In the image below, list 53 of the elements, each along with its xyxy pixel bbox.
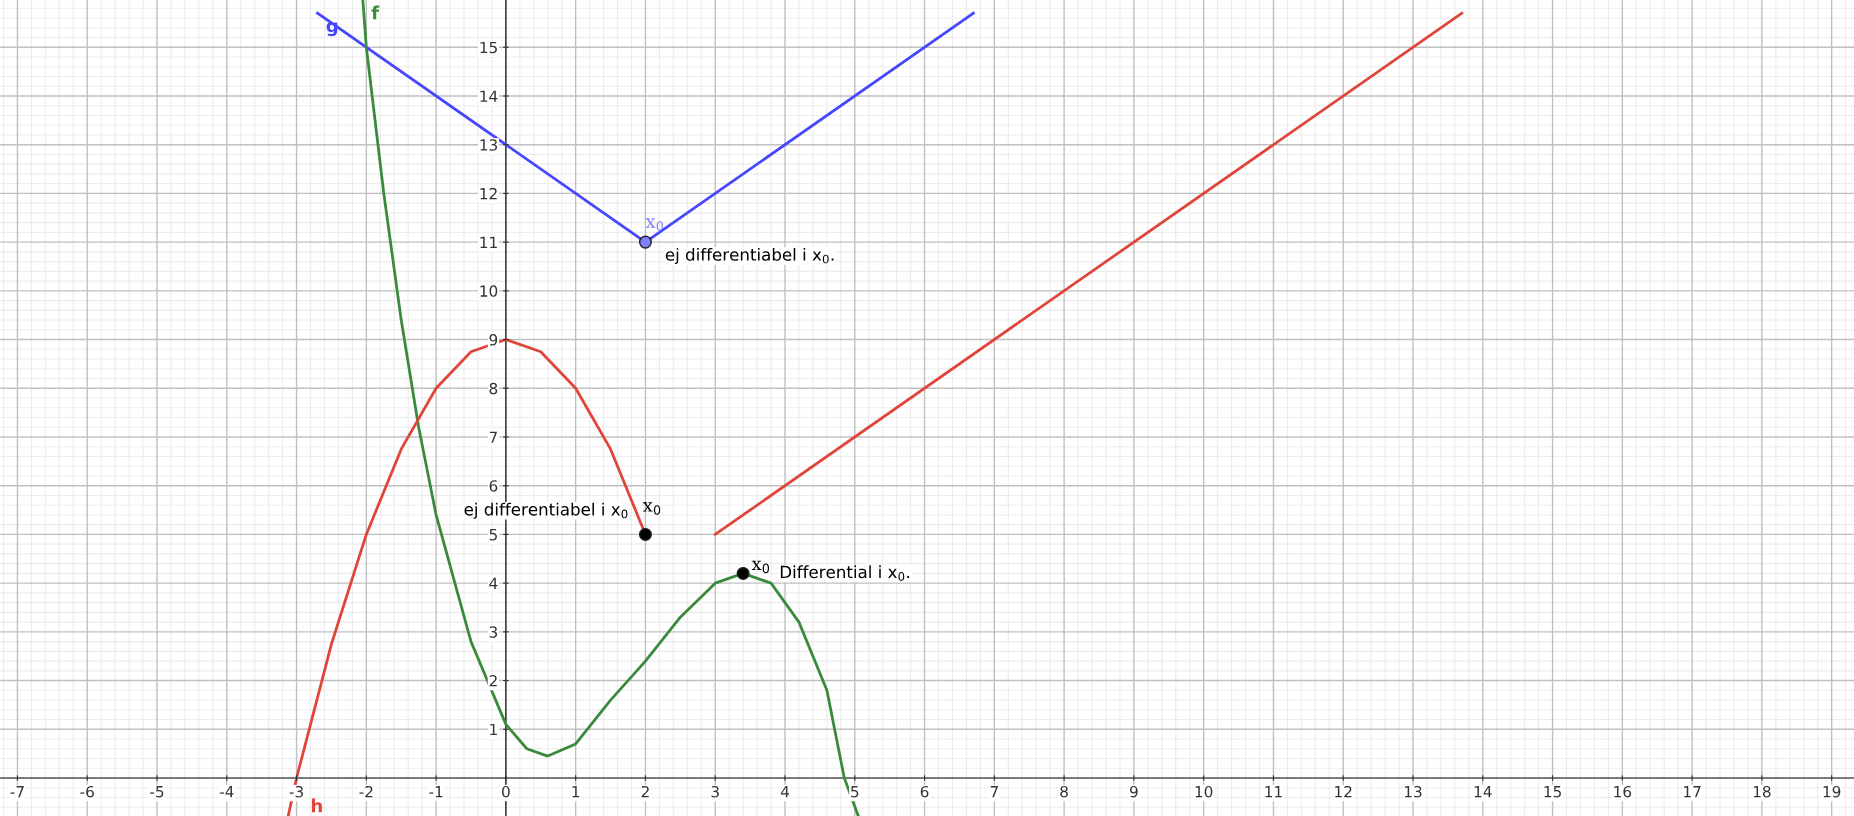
y-tick-label: 13: [480, 139, 498, 151]
y-tick-label: 2: [489, 675, 497, 687]
x-tick-label: 0: [502, 785, 510, 798]
x-tick-label: 6: [920, 785, 929, 798]
y-tick-label: 8: [489, 382, 498, 395]
x-tick-label: 16: [1614, 785, 1632, 798]
point: [638, 235, 652, 249]
annotation: x$_{0}$: [645, 218, 663, 231]
annotation: x$_{0}$: [751, 560, 770, 574]
y-tick-label: 4: [489, 577, 498, 589]
x-tick-label: 12: [1335, 785, 1352, 798]
series-label: h: [311, 798, 322, 813]
y-tick-label: 14: [480, 90, 498, 102]
annotation: Differential i x$_{0}$.: [780, 565, 910, 581]
x-tick-label: 11: [1265, 786, 1282, 798]
y-tick-label: 6: [489, 480, 498, 492]
point: [736, 566, 750, 580]
y-tick-label: 10: [480, 285, 498, 297]
x-tick-label: 19: [1823, 785, 1841, 798]
x-tick-label: -6: [80, 785, 94, 798]
annotation: x$_{0}$: [642, 502, 661, 515]
x-tick-label: 10: [1195, 785, 1213, 798]
x-tick-label: 3: [711, 785, 719, 798]
x-tick-label: -5: [150, 786, 164, 798]
y-tick-label: 1: [490, 723, 497, 736]
y-tick-label: 12: [480, 187, 497, 200]
y-tick-label: 15: [480, 41, 497, 54]
x-tick-label: 4: [780, 786, 790, 798]
y-tick-label: 11: [480, 236, 497, 248]
x-tick-label: -4: [219, 786, 234, 798]
y-tick-label: 7: [489, 431, 497, 443]
series-label: f: [371, 5, 380, 20]
y-tick-label: 5: [489, 529, 497, 541]
annotation: ej differentiabel i x$_{0}$: [464, 502, 628, 519]
y-tick-label: 3: [489, 626, 498, 638]
x-tick-label: -3: [289, 785, 303, 798]
annotation: ej differentiabel i x$_{0}$.: [665, 247, 834, 265]
x-tick-label: 9: [1129, 785, 1138, 798]
x-tick-label: 2: [641, 785, 649, 798]
x-tick-label: -7: [10, 786, 24, 798]
x-tick-label: 14: [1474, 786, 1492, 798]
x-tick-label: 5: [851, 786, 859, 798]
x-tick-label: -1: [429, 786, 443, 798]
x-tick-label: 7: [990, 786, 998, 798]
x-tick-label: 15: [1544, 786, 1561, 798]
x-tick-label: 18: [1753, 785, 1771, 798]
point: [638, 527, 652, 541]
x-tick-label: 8: [1060, 785, 1068, 798]
x-tick-label: 13: [1404, 785, 1422, 798]
x-tick-label: 17: [1684, 786, 1701, 798]
x-tick-label: 1: [572, 786, 580, 798]
y-tick-label: 9: [489, 334, 498, 346]
x-tick-label: -2: [359, 785, 373, 798]
